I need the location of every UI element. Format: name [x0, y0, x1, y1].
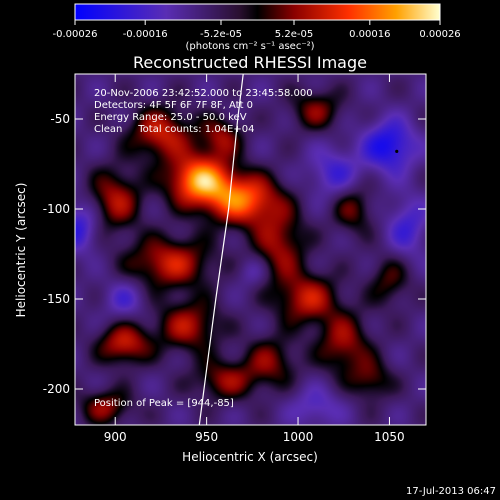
- y-tick-label: -50: [50, 112, 70, 126]
- colorbar-tick-label: 0.00026: [419, 29, 460, 40]
- colorbar: [74, 3, 441, 21]
- footer-date: 17-Jul-2013 06:47: [406, 486, 496, 497]
- x-tick-label: 900: [104, 430, 127, 444]
- colorbar-tick-label: -0.00026: [53, 29, 98, 40]
- y-tick-label: -100: [43, 202, 70, 216]
- x-axis-ticks: 900 950 1000 1050: [104, 74, 405, 444]
- peak-marker: [395, 149, 399, 153]
- x-tick-label: 950: [195, 430, 218, 444]
- x-tick-label: 1050: [374, 430, 405, 444]
- annotation-detectors: Detectors: 4F 5F 6F 7F 8F, Att 0: [94, 100, 253, 111]
- y-tick-label: -150: [43, 292, 70, 306]
- colorbar-tick-label: -5.2e-05: [200, 29, 242, 40]
- annotation-time: 20-Nov-2006 23:42:52.000 to 23:45:58.000: [94, 88, 313, 99]
- y-axis-ticks: -50 -100 -150 -200: [43, 112, 426, 396]
- heatmap-image: [75, 74, 426, 425]
- colorbar-tick-label: -0.00016: [123, 29, 168, 40]
- colorbar-ticks: -0.00026 -0.00016 -5.2e-05 5.2e-05 0.00016 0.…: [53, 20, 461, 40]
- y-tick-label: -200: [43, 382, 70, 396]
- colorbar-tick-label: 5.2e-05: [275, 29, 313, 40]
- heatmap-container: [75, 74, 426, 425]
- annotation-clean: Clean Total counts: 1.04E+04: [94, 124, 254, 135]
- colorbar-units: (photons cm⁻² s⁻¹ asec⁻²): [185, 41, 314, 52]
- x-axis-label: Heliocentric X (arcsec): [182, 450, 318, 464]
- x-tick-label: 1000: [283, 430, 314, 444]
- chart-title: Reconstructed RHESSI Image: [133, 53, 367, 72]
- annotation-energy: Energy Range: 25.0 - 50.0 keV: [94, 112, 247, 123]
- annotation-peak: Position of Peak = [944,-85]: [94, 398, 234, 409]
- y-axis-label: Heliocentric Y (arcsec): [14, 183, 28, 318]
- plot-frame: [74, 73, 427, 426]
- colorbar-tick-label: 0.00016: [349, 29, 390, 40]
- solar-limb-curve: [198, 74, 244, 425]
